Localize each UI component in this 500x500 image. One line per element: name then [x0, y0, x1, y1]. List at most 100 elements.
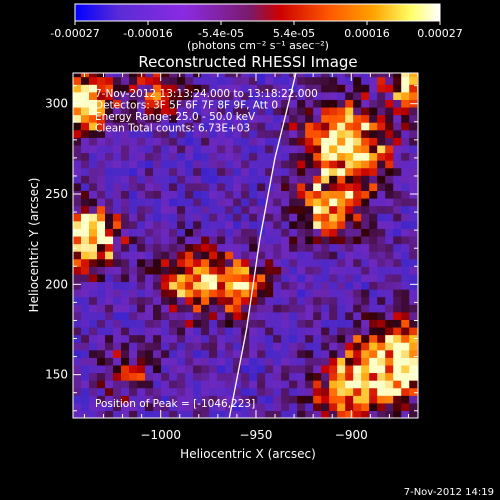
heatmap-cell	[129, 357, 138, 366]
heatmap-cell	[313, 304, 322, 313]
heatmap-cell	[153, 73, 162, 78]
heatmap-cell	[377, 160, 386, 169]
heatmap-cell	[361, 76, 370, 85]
heatmap-cell	[353, 190, 362, 199]
heatmap-cell	[313, 91, 322, 100]
heatmap-cell	[361, 73, 370, 78]
heatmap-cell	[297, 402, 306, 412]
heatmap-cell	[305, 410, 314, 418]
heatmap-cell	[329, 281, 338, 290]
heatmap-cell	[73, 76, 82, 85]
heatmap-cell	[137, 213, 146, 222]
heatmap-cell	[169, 380, 178, 389]
heatmap-cell	[401, 213, 410, 222]
heatmap-cell	[385, 387, 394, 396]
heatmap-cell	[209, 228, 218, 237]
heatmap-cell	[217, 84, 226, 93]
heatmap-cell	[177, 304, 186, 313]
heatmap-cell	[353, 129, 362, 138]
heatmap-cell	[209, 106, 218, 116]
heatmap-cell	[161, 175, 170, 184]
heatmap-cell	[353, 99, 362, 108]
heatmap-cell	[113, 144, 122, 154]
heatmap-cell	[145, 364, 154, 374]
heatmap-cell	[257, 402, 266, 412]
heatmap-cell	[377, 258, 386, 267]
heatmap-cell	[393, 235, 402, 245]
heatmap-cell	[321, 380, 330, 389]
heatmap-cell	[289, 296, 298, 305]
heatmap-cell	[337, 281, 346, 290]
heatmap-cell	[161, 84, 170, 93]
x-axis: −1000 −950 −900	[83, 73, 409, 442]
heatmap-cell	[81, 410, 90, 418]
heatmap-cell	[209, 251, 218, 260]
heatmap-cell	[153, 319, 162, 328]
heatmap-cell	[377, 304, 386, 313]
heatmap-cell	[97, 137, 106, 146]
heatmap-cell	[97, 114, 106, 123]
heatmap-cell	[201, 342, 210, 351]
heatmap-cell	[129, 395, 138, 404]
heatmap-cell	[329, 129, 338, 138]
heatmap-cell	[137, 190, 146, 199]
heatmap-cell	[273, 84, 282, 93]
heatmap-cell	[345, 410, 354, 418]
heatmap-cell	[377, 395, 386, 404]
heatmap-cell	[153, 311, 162, 320]
heatmap-cell	[161, 387, 170, 396]
heatmap-cell	[345, 220, 354, 229]
heatmap-cell	[401, 349, 410, 358]
heatmap-cell	[193, 296, 202, 305]
heatmap-cell	[409, 213, 418, 222]
heatmap-cell	[369, 84, 378, 93]
heatmap-cell	[265, 372, 274, 381]
heatmap-cell	[353, 311, 362, 320]
heatmap-cell	[113, 175, 122, 184]
heatmap-cell	[273, 243, 282, 252]
heatmap-cell	[393, 326, 402, 336]
heatmap-cell	[393, 73, 402, 78]
heatmap-cell	[105, 342, 114, 351]
heatmap-cell	[225, 144, 234, 154]
heatmap-cell	[89, 220, 98, 229]
heatmap-cell	[297, 122, 306, 131]
heatmap-cell	[81, 342, 90, 351]
heatmap-cell	[337, 144, 346, 154]
heatmap-cell	[409, 129, 418, 138]
heatmap-cell	[97, 380, 106, 389]
heatmap-cell	[361, 99, 370, 108]
heatmap-cell	[353, 251, 362, 260]
heatmap-cell	[169, 326, 178, 336]
heatmap-cell	[345, 334, 354, 343]
heatmap-cell	[409, 205, 418, 214]
heatmap-cell	[369, 213, 378, 222]
heatmap-cell	[241, 205, 250, 214]
heatmap-cell	[185, 304, 194, 313]
heatmap-cell	[137, 152, 146, 161]
heatmap-cell	[337, 197, 346, 207]
heatmap-cell	[217, 190, 226, 199]
heatmap-cell	[137, 251, 146, 260]
heatmap-cell	[129, 251, 138, 260]
heatmap-cell	[169, 395, 178, 404]
heatmap-cell	[233, 402, 242, 412]
heatmap-cell	[329, 326, 338, 336]
heatmap-cell	[417, 273, 418, 283]
heatmap-cell	[257, 190, 266, 199]
heatmap-cell	[281, 243, 290, 252]
heatmap-cell	[321, 205, 330, 214]
heatmap-cell	[385, 76, 394, 85]
heatmap-cell	[297, 99, 306, 108]
heatmap-cell	[249, 76, 258, 85]
heatmap-cell	[161, 296, 170, 305]
heatmap-cell	[233, 243, 242, 252]
heatmap-cell	[81, 160, 90, 169]
heatmap-cell	[257, 129, 266, 138]
heatmap-cell	[169, 311, 178, 320]
heatmap-cell	[369, 99, 378, 108]
heatmap-cell	[265, 349, 274, 358]
heatmap-cell	[393, 311, 402, 320]
heatmap-cell	[113, 129, 122, 138]
heatmap-cell	[233, 182, 242, 192]
